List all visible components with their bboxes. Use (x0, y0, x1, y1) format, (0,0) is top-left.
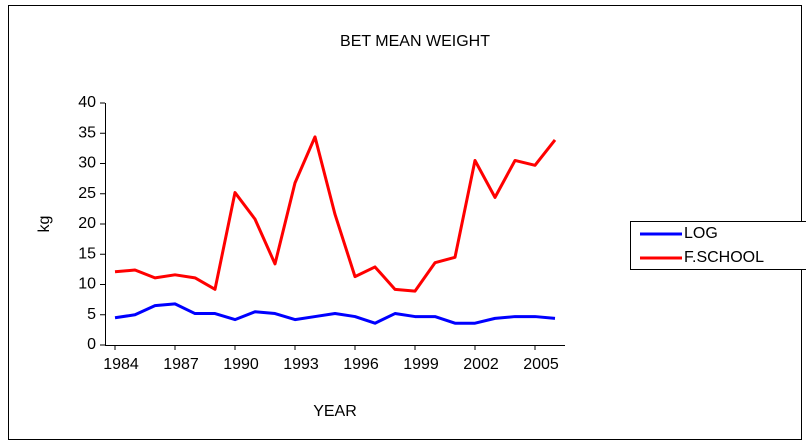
legend-label: F.SCHOOL (684, 249, 764, 266)
x-tick-label: 1984 (103, 356, 139, 373)
y-tick-label: 40 (78, 94, 96, 111)
y-tick-label: 25 (78, 185, 96, 202)
x-tick-label: 1996 (343, 356, 379, 373)
chart-title: BET MEAN WEIGHT (340, 33, 490, 50)
y-tick-label: 15 (78, 245, 96, 262)
x-tick-label: 2005 (523, 356, 559, 373)
x-tick-label: 1999 (403, 356, 439, 373)
x-tick-label: 1993 (283, 356, 319, 373)
y-tick-label: 10 (78, 276, 96, 293)
x-axis-label: YEAR (313, 403, 357, 420)
legend (630, 221, 806, 270)
y-tick-label: 0 (87, 336, 96, 353)
y-tick-label: 30 (78, 155, 96, 172)
y-tick-label: 20 (78, 215, 96, 232)
y-tick-label: 5 (87, 306, 96, 323)
data-line (114, 135, 557, 293)
data-line (114, 302, 556, 325)
x-tick-label: 2002 (463, 356, 499, 373)
y-tick-label: 35 (78, 124, 96, 141)
y-axis-label: kg (36, 216, 53, 233)
legend-label: LOG (684, 225, 718, 242)
x-tick-label: 1990 (223, 356, 259, 373)
x-tick-label: 1987 (163, 356, 199, 373)
